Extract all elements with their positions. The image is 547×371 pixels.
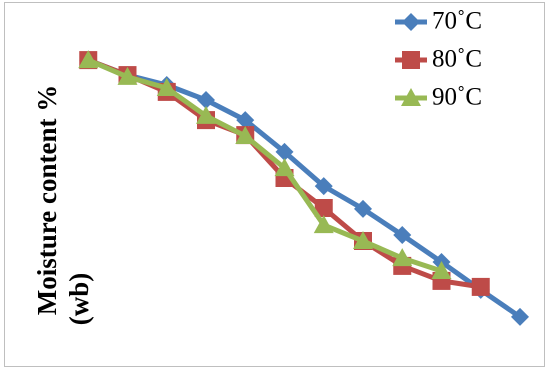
marker: [401, 88, 421, 106]
marker: [274, 158, 295, 177]
marker: [313, 215, 334, 234]
marker: [402, 13, 420, 31]
marker: [197, 91, 215, 109]
marker: [196, 105, 216, 124]
marker: [235, 126, 256, 144]
y-axis-label: Moisture content % (wb): [32, 85, 94, 325]
marker: [353, 231, 373, 249]
marker: [117, 66, 138, 85]
marker: [393, 226, 412, 244]
legend-label: 80˚C: [432, 46, 482, 73]
marker: [236, 111, 255, 130]
marker: [314, 199, 333, 217]
marker: [275, 142, 294, 161]
y-label-line: Moisture content %: [32, 85, 62, 315]
marker: [392, 248, 413, 267]
legend-label: 90˚C: [432, 84, 482, 111]
marker: [471, 277, 490, 296]
marker: [354, 199, 372, 218]
series-line: [87, 57, 443, 274]
marker: [431, 261, 452, 279]
legend-label: 70˚C: [432, 8, 482, 35]
marker: [314, 177, 333, 196]
marker: [402, 51, 420, 69]
marker: [511, 307, 529, 326]
marker: [78, 50, 99, 69]
marker: [156, 78, 177, 96]
y-label-line: (wb): [64, 273, 94, 326]
